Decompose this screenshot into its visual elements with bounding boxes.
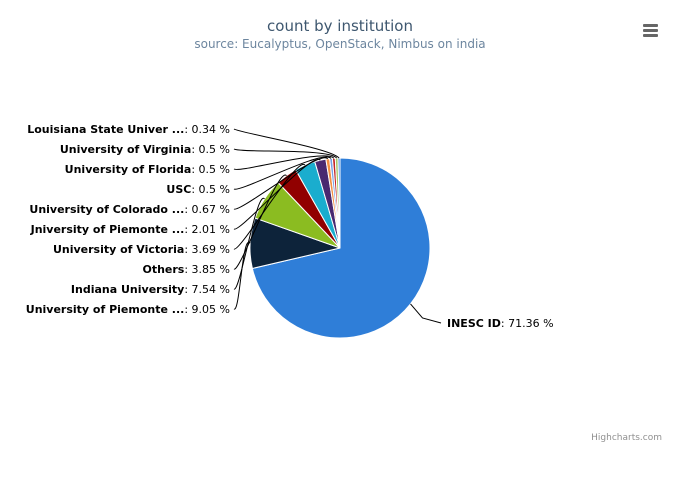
data-label-name: USC bbox=[166, 183, 191, 196]
data-label-value: : 7.54 % bbox=[184, 283, 230, 296]
credits-link[interactable]: Highcharts.com bbox=[591, 433, 662, 443]
data-label-text: University of Colorado ...: 0.67 % bbox=[29, 203, 230, 216]
data-label-value: : 0.67 % bbox=[184, 203, 230, 216]
data-label-value: : 0.5 % bbox=[191, 143, 230, 156]
data-label: Others: 3.85 % bbox=[142, 263, 230, 276]
data-label-text: INESC ID: 71.36 % bbox=[447, 317, 554, 330]
data-label-value: : 0.5 % bbox=[191, 183, 230, 196]
connector-line bbox=[233, 157, 329, 210]
data-label: University of Florida: 0.5 % bbox=[65, 163, 230, 176]
data-label-value: : 3.69 % bbox=[184, 243, 230, 256]
data-label-text: University of Virginia: 0.5 % bbox=[60, 143, 230, 156]
pie-slice[interactable] bbox=[337, 157, 341, 249]
chart-subtitle: source: Eucalyptus, OpenStack, Nimbus on… bbox=[194, 37, 486, 51]
data-label: USC: 0.5 % bbox=[166, 183, 230, 196]
connector-line bbox=[233, 155, 335, 170]
data-label-value: : 3.85 % bbox=[184, 263, 230, 276]
data-label-name: University of Victoria bbox=[53, 243, 184, 256]
data-label-text: University of Florida: 0.5 % bbox=[65, 163, 230, 176]
data-label-name: INESC ID bbox=[447, 317, 501, 330]
connector-line bbox=[233, 198, 266, 290]
data-label-value: : 71.36 % bbox=[501, 317, 554, 330]
data-label-text: Others: 3.85 % bbox=[142, 263, 230, 276]
connector-line bbox=[233, 128, 340, 159]
data-label-name: University of Piemonte ... bbox=[26, 303, 185, 316]
chart-menu-button[interactable] bbox=[636, 18, 666, 42]
data-label: INESC ID: 71.36 % bbox=[447, 317, 554, 330]
data-label-name: Jniversity of Piemonte ... bbox=[30, 223, 185, 236]
data-label-text: USC: 0.5 % bbox=[166, 183, 230, 196]
data-label-name: University of Florida bbox=[65, 163, 192, 176]
connector-line bbox=[233, 174, 287, 270]
hamburger-menu-icon-bar bbox=[643, 29, 658, 32]
data-label-name: Indiana University bbox=[71, 283, 184, 296]
data-label: Indiana University: 7.54 % bbox=[71, 283, 230, 296]
data-label-value: : 0.5 % bbox=[191, 163, 230, 176]
data-label-text: University of Piemonte ...: 9.05 % bbox=[26, 303, 230, 316]
chart-title: count by institution bbox=[267, 17, 413, 35]
connector-line bbox=[233, 241, 251, 310]
connector-line bbox=[233, 148, 338, 159]
data-label: University of Colorado ...: 0.67 % bbox=[29, 203, 230, 216]
data-label-text: Louisiana State Univer ...: 0.34 % bbox=[27, 123, 230, 136]
data-label-name: Louisiana State Univer ... bbox=[27, 123, 184, 136]
data-label: University of Victoria: 3.69 % bbox=[53, 243, 230, 256]
data-label-name: University of Colorado ... bbox=[29, 203, 184, 216]
data-label-text: Jniversity of Piemonte ...: 2.01 % bbox=[30, 223, 230, 236]
connector-line bbox=[233, 156, 332, 190]
data-label: Louisiana State Univer ...: 0.34 % bbox=[27, 123, 230, 136]
hamburger-menu-icon bbox=[643, 24, 658, 27]
data-label-value: : 9.05 % bbox=[184, 303, 230, 316]
data-label-value: : 0.34 % bbox=[184, 123, 230, 136]
data-label-name: Others bbox=[142, 263, 184, 276]
hamburger-menu-icon-bar bbox=[643, 34, 658, 37]
connector-line bbox=[410, 303, 442, 324]
data-label-text: Indiana University: 7.54 % bbox=[71, 283, 230, 296]
data-label: University of Virginia: 0.5 % bbox=[60, 143, 230, 156]
connector-line bbox=[233, 164, 306, 250]
data-label-name: University of Virginia bbox=[60, 143, 192, 156]
data-label: University of Piemonte ...: 9.05 % bbox=[26, 303, 230, 316]
data-label-value: : 2.01 % bbox=[184, 223, 230, 236]
data-label-text: University of Victoria: 3.69 % bbox=[53, 243, 230, 256]
data-label: Jniversity of Piemonte ...: 2.01 % bbox=[30, 223, 230, 236]
